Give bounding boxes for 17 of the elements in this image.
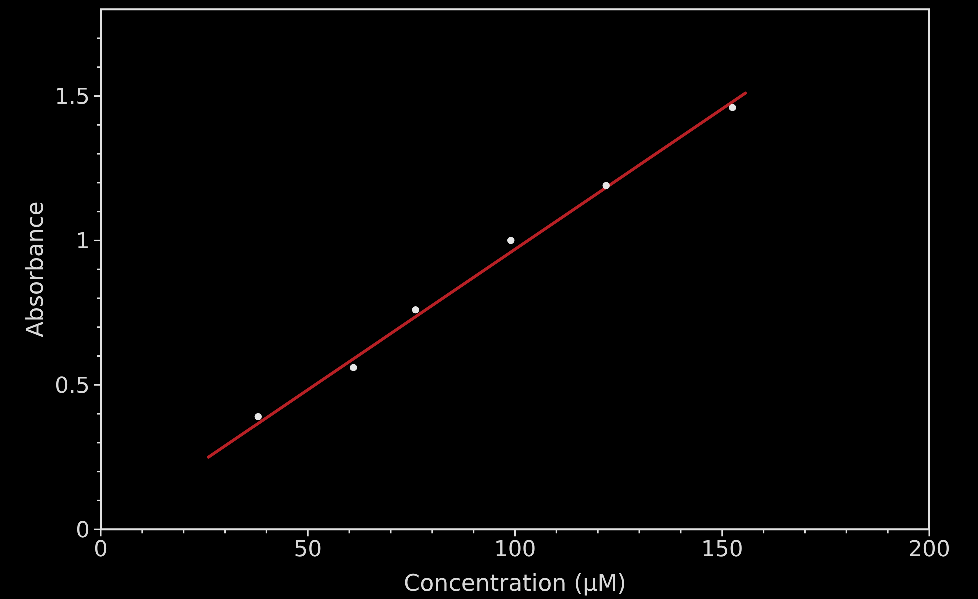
x-tick-label: 100 bbox=[494, 538, 536, 563]
x-axis-title: Concentration (µM) bbox=[404, 571, 626, 597]
point bbox=[412, 306, 420, 314]
x-tick-label: 200 bbox=[908, 538, 950, 563]
point bbox=[350, 364, 358, 372]
y-tick-label: 0.5 bbox=[55, 374, 90, 400]
y-tick-label: 0 bbox=[76, 518, 90, 544]
point bbox=[602, 182, 610, 190]
point bbox=[729, 104, 736, 112]
y-tick-label: 1.5 bbox=[55, 85, 90, 110]
x-tick-label: 150 bbox=[701, 538, 744, 563]
x-tick-label: 50 bbox=[294, 538, 322, 563]
y-tick-label: 1 bbox=[76, 230, 90, 255]
y-axis-title: Absorbance bbox=[23, 202, 49, 338]
point bbox=[254, 413, 262, 421]
point bbox=[508, 237, 515, 244]
x-tick-label: 0 bbox=[94, 538, 108, 563]
